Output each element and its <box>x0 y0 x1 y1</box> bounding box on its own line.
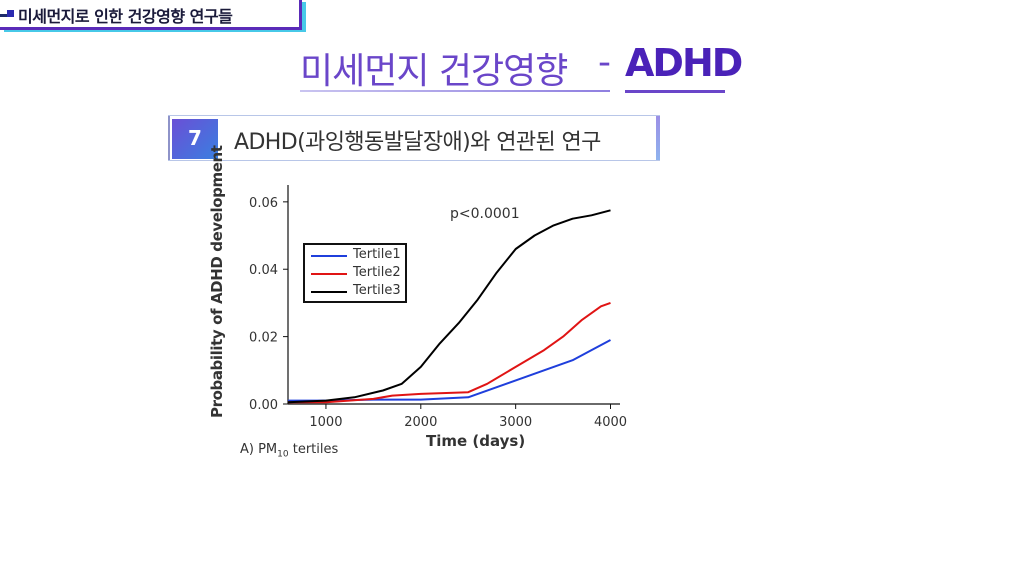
title-accent: ADHD <box>625 41 743 85</box>
legend-item: Tertile1 <box>309 246 405 264</box>
caption-prefix: A) PM <box>240 442 278 457</box>
tag-bullet-icon <box>7 10 14 17</box>
chart-legend: Tertile1 Tertile2 Tertile3 <box>303 243 407 303</box>
p-value-annotation: p<0.0001 <box>450 206 520 222</box>
chart-plot: 0.00 0.02 0.04 0.06 1000 2000 3000 4000 <box>249 185 627 430</box>
subtitle-text: ADHD(과잉행동발달장애)와 연관된 연구 <box>234 130 601 155</box>
legend-item: Tertile3 <box>309 282 405 300</box>
subtitle-right-edge <box>656 116 660 160</box>
x-tick-label: 2000 <box>404 415 437 430</box>
series-line-tertile2 <box>288 301 611 404</box>
y-tick-label: 0.00 <box>249 398 278 413</box>
chart-caption: A) PM10 tertiles <box>240 442 338 460</box>
y-tick-label: 0.02 <box>249 331 278 346</box>
x-tick-label: 4000 <box>594 415 627 430</box>
x-tick-label: 3000 <box>499 415 532 430</box>
x-tick-label: 1000 <box>309 415 342 430</box>
legend-label: Tertile1 <box>353 247 401 262</box>
title-underline <box>300 90 610 92</box>
tag-bar <box>0 14 8 17</box>
x-axis-label: Time (days) <box>426 432 526 450</box>
legend-swatch <box>311 273 347 275</box>
y-tick-label: 0.04 <box>249 263 278 278</box>
subtitle-left-edge <box>168 116 170 160</box>
legend-label: Tertile2 <box>353 265 401 280</box>
title-main: 미세먼지 건강영향 <box>300 51 568 92</box>
title-dash: - <box>598 42 611 83</box>
section-tag: 미세먼지로 인한 건강영향 연구들 <box>0 0 302 30</box>
title-accent-underline <box>625 90 725 93</box>
legend-swatch <box>311 255 347 257</box>
caption-subscript: 10 <box>277 449 289 460</box>
subtitle-number-badge: 7 <box>172 119 218 159</box>
legend-swatch <box>311 291 347 293</box>
subtitle-bar: 7 ADHD(과잉행동발달장애)와 연관된 연구 <box>168 115 660 161</box>
section-tag-text: 미세먼지로 인한 건강영향 연구들 <box>18 7 233 26</box>
series-line-tertile1 <box>288 339 611 402</box>
legend-item: Tertile2 <box>309 264 405 282</box>
legend-label: Tertile3 <box>353 283 401 298</box>
caption-suffix: tertiles <box>288 442 339 457</box>
y-axis-label: Probability of ADHD development <box>208 145 226 418</box>
adhd-chart: 0.00 0.02 0.04 0.06 1000 2000 3000 4000 Probabi… <box>200 145 640 470</box>
y-tick-label: 0.06 <box>249 196 278 211</box>
page-title: 미세먼지 건강영향 - ADHD <box>300 40 743 93</box>
series-line-tertile3 <box>287 209 611 404</box>
